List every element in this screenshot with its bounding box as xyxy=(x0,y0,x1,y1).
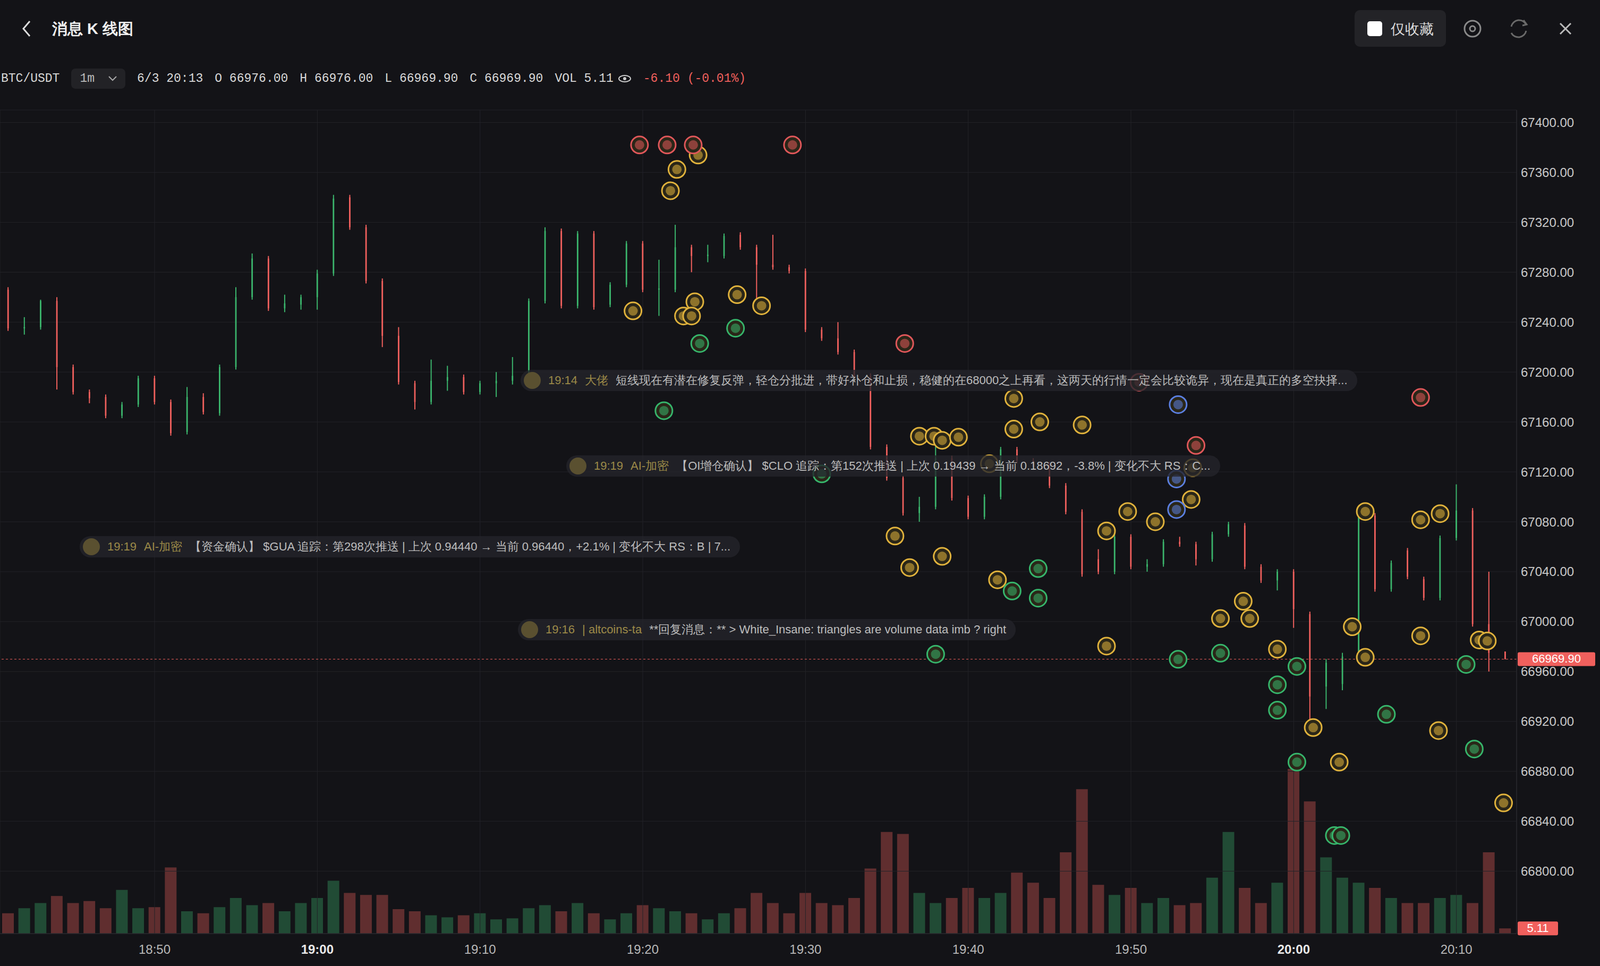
html-text:BTC/USDT: BTC/USDT xyxy=(1,71,60,86)
html-text:6/3 20:13: 6/3 20:13 xyxy=(137,71,204,86)
svg-text:19:10: 19:10 xyxy=(464,941,497,957)
svg-text:19:00: 19:00 xyxy=(301,941,334,957)
html-text:1m: 1m xyxy=(79,71,95,86)
svg-text:67040.00: 67040.00 xyxy=(1520,564,1574,579)
svg-text:67280.00: 67280.00 xyxy=(1520,265,1574,280)
svg-text:67320.00: 67320.00 xyxy=(1520,215,1574,230)
html-text:19:14: 19:14 xyxy=(548,373,578,387)
html-text:| altcoins-ta: | altcoins-ta xyxy=(582,622,642,636)
html-text:19:16: 19:16 xyxy=(545,622,575,636)
svg-text:66840.00: 66840.00 xyxy=(1520,813,1574,829)
html-text:-6.10 (-0.01%): -6.10 (-0.01%) xyxy=(643,71,746,86)
svg-text:67400.00: 67400.00 xyxy=(1520,115,1574,130)
svg-text:19:30: 19:30 xyxy=(789,941,822,957)
html-text:【资金确认】 $GUA 追踪：第298次推送 | 上次 0.: 【资金确认】 $GUA 追踪：第298次推送 | 上次 0.94440 → 当前… xyxy=(189,539,731,553)
svg-text:67240.00: 67240.00 xyxy=(1520,315,1574,330)
html-text:L 66969.90: L 66969.90 xyxy=(384,71,459,86)
svg-text:19:40: 19:40 xyxy=(952,941,985,957)
html-text:C 66969.90: C 66969.90 xyxy=(469,71,544,86)
svg-text:66960.00: 66960.00 xyxy=(1520,664,1574,679)
svg-text:67200.00: 67200.00 xyxy=(1520,364,1574,380)
svg-text:仅收藏: 仅收藏 xyxy=(1390,21,1434,38)
svg-text:67000.00: 67000.00 xyxy=(1520,614,1574,629)
html-text:AI-加密: AI-加密 xyxy=(144,539,183,553)
html-text:**回复消息：** > White_Insane: tria: **回复消息：** > White_Insane: triangles are … xyxy=(649,622,1007,636)
svg-text:18:50: 18:50 xyxy=(138,941,171,957)
svg-text:67120.00: 67120.00 xyxy=(1520,464,1574,480)
svg-text:20:10: 20:10 xyxy=(1440,941,1473,957)
svg-text:消息 K 线图: 消息 K 线图 xyxy=(51,20,134,38)
html-text:AI-加密: AI-加密 xyxy=(630,458,669,473)
svg-text:66969.90: 66969.90 xyxy=(1532,651,1581,666)
html-text:短线现在有潜在修复反弹，轻仓分批进，带好补仓和止损，稳健的在: 短线现在有潜在修复反弹，轻仓分批进，带好补仓和止损，稳健的在68000之上再看，… xyxy=(615,373,1348,387)
html-text:19:19: 19:19 xyxy=(593,458,624,473)
svg-text:67080.00: 67080.00 xyxy=(1520,514,1574,530)
html-text:H 66976.00: H 66976.00 xyxy=(299,71,374,86)
svg-text:66920.00: 66920.00 xyxy=(1520,713,1574,729)
html-text:大佬: 大佬 xyxy=(584,373,609,387)
html-text:【OI增仓确认】 $CLO 追踪：第152次推送 | 上次: 【OI增仓确认】 $CLO 追踪：第152次推送 | 上次 0.19439 → … xyxy=(676,458,1211,473)
html-text:O 66976.00: O 66976.00 xyxy=(214,71,289,86)
svg-text:66800.00: 66800.00 xyxy=(1520,863,1574,879)
svg-text:19:20: 19:20 xyxy=(626,941,659,957)
html-text:VOL 5.11: VOL 5.11 xyxy=(554,71,614,86)
html-text:19:19: 19:19 xyxy=(107,539,137,553)
svg-text:19:50: 19:50 xyxy=(1115,941,1147,957)
svg-text:66880.00: 66880.00 xyxy=(1520,763,1574,779)
svg-text:20:00: 20:00 xyxy=(1277,941,1310,957)
svg-text:67360.00: 67360.00 xyxy=(1520,165,1574,180)
svg-text:67160.00: 67160.00 xyxy=(1520,414,1574,430)
svg-text:5.11: 5.11 xyxy=(1526,921,1549,935)
